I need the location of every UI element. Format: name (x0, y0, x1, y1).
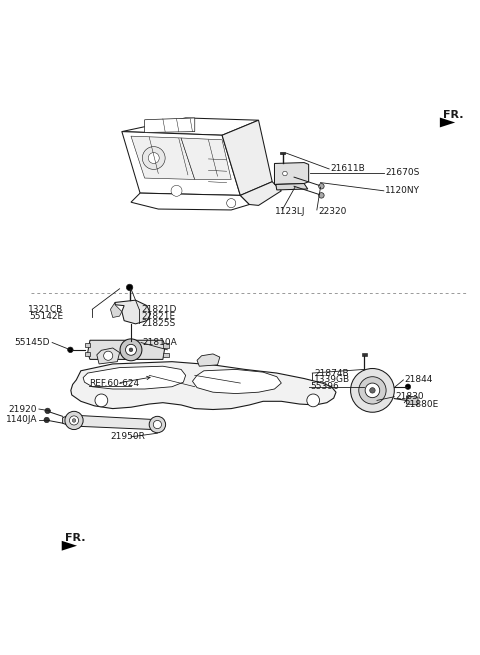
Circle shape (65, 411, 83, 430)
Polygon shape (85, 343, 90, 347)
Text: 21950R: 21950R (110, 432, 145, 441)
Polygon shape (440, 117, 455, 128)
Polygon shape (62, 415, 163, 430)
Polygon shape (181, 138, 231, 179)
Polygon shape (83, 366, 186, 389)
Circle shape (72, 419, 76, 422)
Circle shape (44, 417, 49, 422)
Text: 1123LJ: 1123LJ (275, 207, 305, 216)
Polygon shape (192, 369, 281, 394)
Circle shape (148, 153, 159, 164)
Circle shape (45, 408, 50, 413)
Text: 21825S: 21825S (141, 319, 175, 328)
Text: 55396: 55396 (311, 383, 339, 391)
Polygon shape (131, 193, 250, 210)
Circle shape (149, 417, 166, 433)
Circle shape (95, 394, 108, 407)
Polygon shape (222, 121, 272, 195)
Polygon shape (276, 183, 308, 190)
Text: 21880E: 21880E (405, 400, 439, 409)
Bar (280, 152, 285, 155)
Text: 55145D: 55145D (14, 338, 50, 347)
Text: 21611B: 21611B (331, 164, 365, 174)
Text: FR.: FR. (65, 533, 85, 543)
Polygon shape (122, 132, 240, 195)
Polygon shape (163, 343, 169, 348)
Text: 21874B: 21874B (314, 369, 349, 377)
Text: 21810A: 21810A (143, 338, 177, 347)
Circle shape (350, 369, 394, 412)
Text: 21844: 21844 (405, 375, 433, 384)
Text: 22320: 22320 (318, 207, 347, 216)
Text: 21920: 21920 (9, 405, 37, 413)
Polygon shape (240, 181, 281, 206)
Text: 55142E: 55142E (29, 312, 63, 321)
Bar (361, 352, 367, 356)
Circle shape (307, 394, 320, 407)
Text: 21821E: 21821E (141, 312, 175, 321)
Circle shape (370, 388, 375, 393)
Circle shape (405, 384, 411, 390)
Circle shape (120, 339, 142, 361)
Circle shape (153, 421, 161, 428)
Text: 1339GB: 1339GB (314, 375, 350, 384)
Circle shape (227, 198, 236, 208)
Polygon shape (88, 340, 165, 360)
Circle shape (70, 416, 79, 425)
Polygon shape (115, 300, 151, 324)
Circle shape (129, 348, 133, 352)
Circle shape (125, 345, 136, 355)
Polygon shape (122, 118, 259, 135)
Circle shape (319, 193, 324, 198)
Circle shape (68, 347, 73, 352)
Polygon shape (275, 162, 309, 185)
Polygon shape (197, 354, 220, 366)
Circle shape (365, 383, 380, 398)
Text: 1120NY: 1120NY (385, 186, 420, 195)
Circle shape (104, 351, 113, 360)
Text: 1321CB: 1321CB (28, 305, 63, 314)
Circle shape (143, 147, 165, 170)
Polygon shape (85, 352, 90, 356)
Circle shape (359, 377, 386, 404)
Polygon shape (131, 136, 195, 179)
Circle shape (283, 171, 287, 176)
Circle shape (126, 284, 133, 291)
Polygon shape (71, 362, 336, 409)
Circle shape (319, 183, 324, 189)
Circle shape (171, 185, 182, 196)
Polygon shape (407, 396, 418, 405)
Polygon shape (163, 352, 169, 357)
Polygon shape (97, 348, 120, 364)
Polygon shape (62, 541, 77, 551)
Text: 21670S: 21670S (385, 168, 420, 177)
Text: REF.60-624: REF.60-624 (89, 379, 139, 388)
Polygon shape (110, 303, 122, 318)
Text: 1140JA: 1140JA (6, 415, 37, 424)
Polygon shape (144, 118, 195, 132)
Text: 21830: 21830 (396, 392, 424, 402)
Text: FR.: FR. (443, 110, 464, 120)
Text: 21821D: 21821D (141, 305, 176, 314)
